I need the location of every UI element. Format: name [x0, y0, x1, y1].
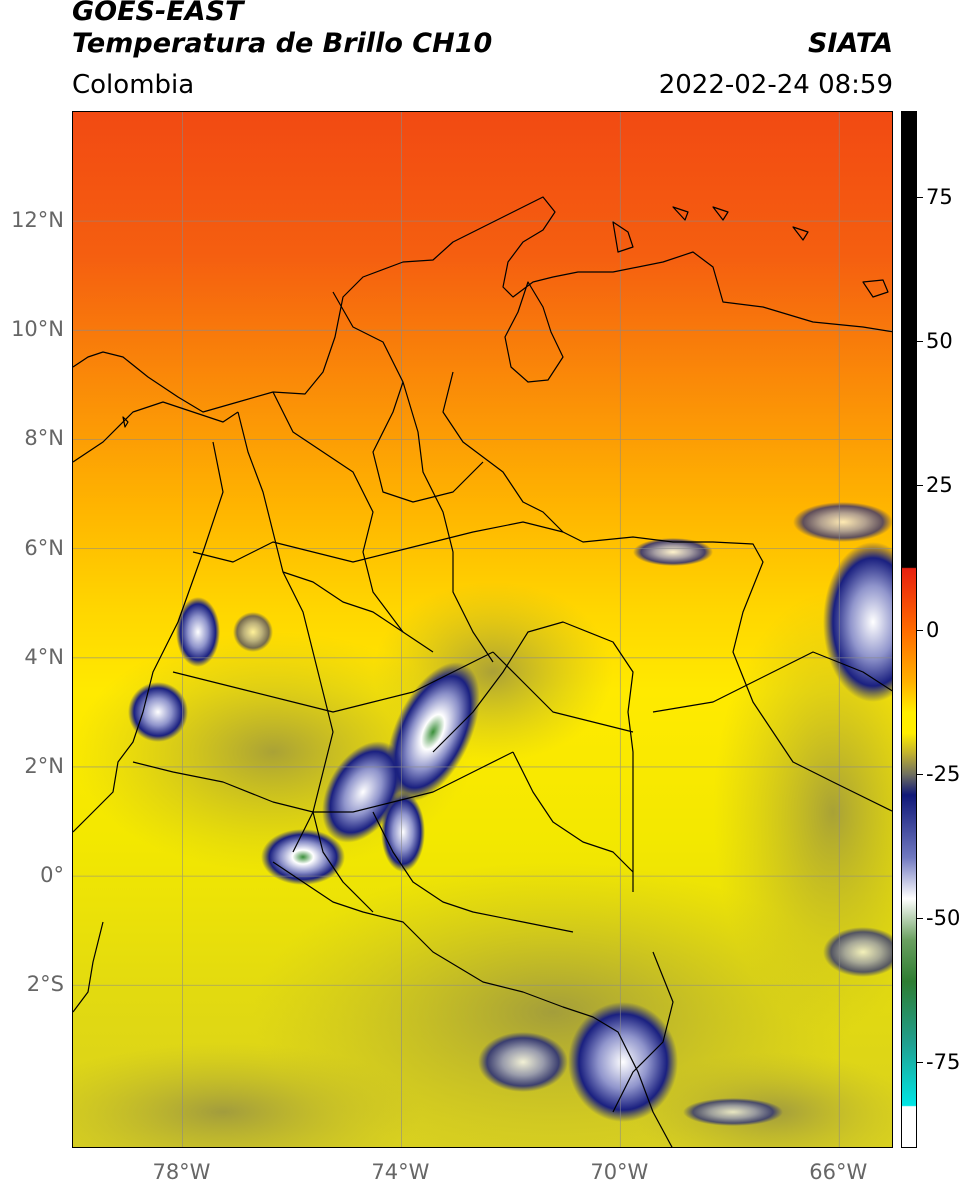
colorbar-tick-mark — [917, 341, 923, 343]
ecuador-coast — [73, 921, 104, 1013]
lat-label: 2°S — [26, 972, 64, 997]
lat-label: 10°N — [11, 317, 64, 342]
lon-label: 70°W — [590, 1160, 649, 1184]
lon-label: 78°W — [152, 1160, 211, 1184]
san-andres — [122, 416, 129, 428]
lat-label: 2°N — [24, 753, 64, 778]
map-subtitle: Temperatura de Brillo CH10 — [72, 28, 493, 59]
brazil-line — [612, 951, 674, 1113]
lon-label: 66°W — [809, 1160, 868, 1184]
lat-label: 6°N — [24, 535, 64, 560]
colorbar-tick-mark — [917, 1061, 923, 1063]
col-ven-border — [442, 371, 892, 812]
colorbar-tick-label: -50 — [926, 905, 961, 930]
map-title: GOES-EAST — [72, 0, 244, 27]
col-south-border — [272, 861, 673, 1147]
organization-label: SIATA — [807, 28, 893, 59]
panama-coast — [73, 401, 239, 463]
region-label: Colombia — [72, 70, 195, 100]
pacific-coastline — [73, 441, 224, 833]
col-east-border — [432, 621, 634, 892]
colorbar-tick-label: 75 — [926, 185, 953, 210]
caribbean-coastline — [73, 196, 892, 413]
colorbar-tick-label: -75 — [926, 1049, 961, 1074]
lon-label: 74°W — [371, 1160, 430, 1184]
venezuela-south — [652, 651, 892, 713]
colorbar-tick-mark — [917, 917, 923, 919]
colorbar-tick-label: 0 — [926, 617, 940, 642]
colorbar-tick-label: 50 — [926, 329, 953, 354]
colorbar-tick-mark — [917, 485, 923, 487]
colorbar-tick-label: -25 — [926, 761, 961, 786]
colorbar — [901, 111, 917, 1148]
colorbar-tick-mark — [917, 629, 923, 631]
colorbar-tick-mark — [917, 773, 923, 775]
lat-label: 4°N — [24, 644, 64, 669]
aruba-curacao — [612, 221, 634, 253]
colorbar-tick-label: 25 — [926, 473, 953, 498]
timestamp-label: 2022-02-24 08:59 — [658, 70, 893, 100]
lat-label: 12°N — [11, 208, 64, 233]
trinidad — [862, 279, 889, 298]
boundaries — [73, 196, 892, 1147]
lat-label: 8°N — [24, 426, 64, 451]
convective-clouds — [128, 502, 892, 1126]
lake-maracaibo — [504, 281, 564, 383]
satellite-map[interactable] — [72, 111, 893, 1148]
colorbar-tick-mark — [917, 197, 923, 199]
lat-label: 0° — [40, 863, 64, 888]
